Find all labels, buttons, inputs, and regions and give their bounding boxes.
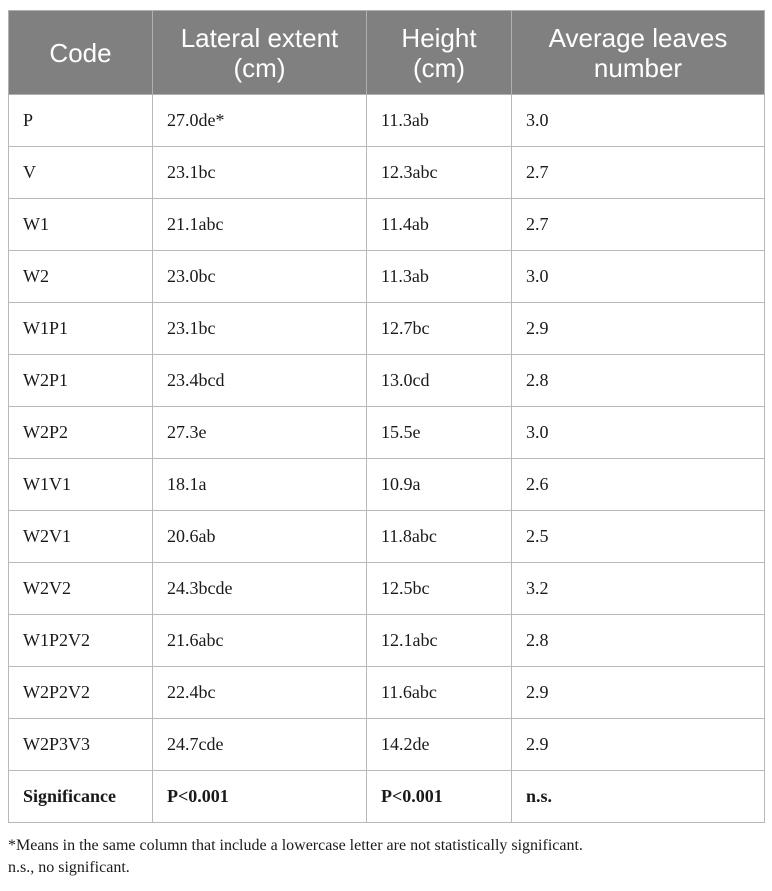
average-leaves-cell: 2.9 bbox=[511, 718, 765, 771]
significance-height: P<0.001 bbox=[366, 770, 512, 823]
column-header-height: Height (cm) bbox=[366, 10, 512, 95]
table-row: W2V2 24.3bcde 12.5bc 3.2 bbox=[8, 562, 765, 615]
average-leaves-cell: 2.9 bbox=[511, 302, 765, 355]
table-row: W1P1 23.1bc 12.7bc 2.9 bbox=[8, 302, 765, 355]
average-leaves-cell: 2.6 bbox=[511, 458, 765, 511]
height-cell: 11.4ab bbox=[366, 198, 512, 251]
height-cell: 12.5bc bbox=[366, 562, 512, 615]
code-cell: W1P1 bbox=[8, 302, 153, 355]
lateral-extent-cell: 27.3e bbox=[152, 406, 367, 459]
significance-row: Significance P<0.001 P<0.001 n.s. bbox=[8, 770, 765, 823]
lateral-extent-cell: 20.6ab bbox=[152, 510, 367, 563]
height-cell: 11.3ab bbox=[366, 94, 512, 147]
lateral-extent-cell: 23.1bc bbox=[152, 302, 367, 355]
average-leaves-cell: 3.0 bbox=[511, 250, 765, 303]
table-row: V 23.1bc 12.3abc 2.7 bbox=[8, 146, 765, 199]
column-header-average-leaves: Average leaves number bbox=[511, 10, 765, 95]
average-leaves-cell: 3.0 bbox=[511, 94, 765, 147]
lateral-extent-cell: 18.1a bbox=[152, 458, 367, 511]
footnote-line-1: *Means in the same column that include a… bbox=[8, 837, 583, 854]
table-row: W2P2V2 22.4bc 11.6abc 2.9 bbox=[8, 666, 765, 719]
header-row: Code Lateral extent (cm) Height (cm) Ave… bbox=[8, 10, 765, 95]
lateral-extent-cell: 24.7cde bbox=[152, 718, 367, 771]
table-body: P 27.0de* 11.3ab 3.0 V 23.1bc 12.3abc 2.7 W1 21.1… bbox=[8, 94, 765, 823]
lateral-extent-cell: 27.0de* bbox=[152, 94, 367, 147]
code-cell: W2V1 bbox=[8, 510, 153, 563]
height-cell: 11.6abc bbox=[366, 666, 512, 719]
code-cell: W1 bbox=[8, 198, 153, 251]
average-leaves-cell: 2.5 bbox=[511, 510, 765, 563]
average-leaves-cell: 2.7 bbox=[511, 198, 765, 251]
data-table: Code Lateral extent (cm) Height (cm) Ave… bbox=[8, 10, 765, 823]
height-cell: 12.7bc bbox=[366, 302, 512, 355]
table-row: W1 21.1abc 11.4ab 2.7 bbox=[8, 198, 765, 251]
table-footnote: *Means in the same column that include a… bbox=[8, 835, 764, 879]
table-row: P 27.0de* 11.3ab 3.0 bbox=[8, 94, 765, 147]
table-header: Code Lateral extent (cm) Height (cm) Ave… bbox=[8, 10, 765, 95]
height-cell: 15.5e bbox=[366, 406, 512, 459]
lateral-extent-cell: 23.0bc bbox=[152, 250, 367, 303]
average-leaves-cell: 2.8 bbox=[511, 354, 765, 407]
height-cell: 12.3abc bbox=[366, 146, 512, 199]
table-row: W2P3V3 24.7cde 14.2de 2.9 bbox=[8, 718, 765, 771]
significance-label: Significance bbox=[8, 770, 153, 823]
table-container: Code Lateral extent (cm) Height (cm) Ave… bbox=[8, 10, 765, 879]
code-cell: P bbox=[8, 94, 153, 147]
code-cell: W2P2 bbox=[8, 406, 153, 459]
table-row: W1V1 18.1a 10.9a 2.6 bbox=[8, 458, 765, 511]
table-row: W2V1 20.6ab 11.8abc 2.5 bbox=[8, 510, 765, 563]
code-cell: W1P2V2 bbox=[8, 614, 153, 667]
code-cell: W2P1 bbox=[8, 354, 153, 407]
height-cell: 11.8abc bbox=[366, 510, 512, 563]
average-leaves-cell: 3.2 bbox=[511, 562, 765, 615]
average-leaves-cell: 2.9 bbox=[511, 666, 765, 719]
lateral-extent-cell: 23.4bcd bbox=[152, 354, 367, 407]
lateral-extent-cell: 21.6abc bbox=[152, 614, 367, 667]
table-row: W2P1 23.4bcd 13.0cd 2.8 bbox=[8, 354, 765, 407]
average-leaves-cell: 2.8 bbox=[511, 614, 765, 667]
significance-lateral: P<0.001 bbox=[152, 770, 367, 823]
table-row: W2P2 27.3e 15.5e 3.0 bbox=[8, 406, 765, 459]
average-leaves-cell: 2.7 bbox=[511, 146, 765, 199]
height-cell: 14.2de bbox=[366, 718, 512, 771]
table-row: W2 23.0bc 11.3ab 3.0 bbox=[8, 250, 765, 303]
column-header-code: Code bbox=[8, 10, 153, 95]
average-leaves-cell: 3.0 bbox=[511, 406, 765, 459]
lateral-extent-cell: 22.4bc bbox=[152, 666, 367, 719]
code-cell: W2 bbox=[8, 250, 153, 303]
code-cell: W2P2V2 bbox=[8, 666, 153, 719]
height-cell: 13.0cd bbox=[366, 354, 512, 407]
footnote-line-2: n.s., no significant. bbox=[8, 859, 130, 876]
height-cell: 10.9a bbox=[366, 458, 512, 511]
code-cell: W1V1 bbox=[8, 458, 153, 511]
lateral-extent-cell: 23.1bc bbox=[152, 146, 367, 199]
column-header-lateral-extent: Lateral extent (cm) bbox=[152, 10, 367, 95]
code-cell: W2V2 bbox=[8, 562, 153, 615]
height-cell: 12.1abc bbox=[366, 614, 512, 667]
table-row: W1P2V2 21.6abc 12.1abc 2.8 bbox=[8, 614, 765, 667]
code-cell: V bbox=[8, 146, 153, 199]
significance-leaves: n.s. bbox=[511, 770, 765, 823]
lateral-extent-cell: 21.1abc bbox=[152, 198, 367, 251]
lateral-extent-cell: 24.3bcde bbox=[152, 562, 367, 615]
height-cell: 11.3ab bbox=[366, 250, 512, 303]
code-cell: W2P3V3 bbox=[8, 718, 153, 771]
